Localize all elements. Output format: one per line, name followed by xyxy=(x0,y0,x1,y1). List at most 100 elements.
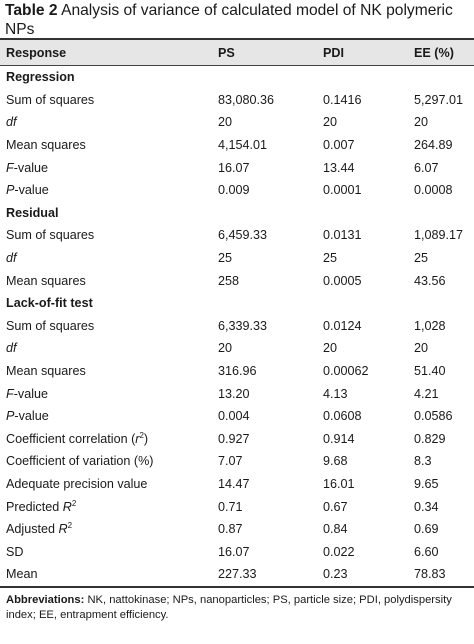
table-row: F-value 16.07 13.44 6.07 xyxy=(0,156,474,179)
row-label: P-value xyxy=(0,183,214,197)
cell-ps: 316.96 xyxy=(218,364,257,379)
table-row: Coefficient correlation (r2) 0.927 0.914… xyxy=(0,428,474,451)
cell-ee: 0.829 xyxy=(414,431,446,446)
row-label: F-value xyxy=(0,387,214,401)
cell-ee: 9.65 xyxy=(414,476,439,491)
row-label: Coefficient of variation (%) xyxy=(6,454,154,469)
row-label-rest: -value xyxy=(13,386,49,401)
cell-pdi: 0.022 xyxy=(323,544,355,559)
row-label-sup: 2 xyxy=(67,521,73,531)
cell-ee: 1,089.17 xyxy=(414,228,464,243)
cell-ee: 20 xyxy=(414,115,429,130)
row-label-rest: -value xyxy=(14,409,49,424)
section-lack-of-fit: Lack-of-fit test xyxy=(0,292,474,315)
cell-pdi: 25 xyxy=(323,251,338,266)
row-label-rest: -value xyxy=(14,183,49,198)
table-row: Mean squares 4,154.01 0.007 264.89 xyxy=(0,134,474,157)
footnote-label: Abbreviations: xyxy=(6,593,85,606)
row-label-var: R xyxy=(62,499,72,514)
cell-pdi: 0.0005 xyxy=(323,273,362,288)
cell-ps: 25 xyxy=(218,251,233,266)
table-body: Regression Sum of squares 83,080.36 0.14… xyxy=(0,66,474,586)
table-row: Predicted R2 0.71 0.67 0.34 xyxy=(0,495,474,518)
section-label: Residual xyxy=(6,205,59,220)
row-label: Adequate precision value xyxy=(6,476,148,491)
table-row: Adequate precision value 14.47 16.01 9.6… xyxy=(0,473,474,496)
row-label-italic: P xyxy=(6,409,15,424)
row-label: df xyxy=(6,251,17,266)
cell-pdi: 13.44 xyxy=(323,160,355,175)
table-row: df 20 20 20 xyxy=(0,337,474,360)
table-row: Sum of squares 6,339.33 0.0124 1,028 xyxy=(0,315,474,338)
table-row: Sum of squares 6,459.33 0.0131 1,089.17 xyxy=(0,224,474,247)
cell-ee: 51.40 xyxy=(414,364,446,379)
cell-ps: 0.87 xyxy=(218,522,243,537)
header-pdi: PDI xyxy=(323,45,344,60)
header-ee: EE (%) xyxy=(414,45,454,60)
table-row: Adjusted R2 0.87 0.84 0.69 xyxy=(0,518,474,541)
cell-ee: 6.07 xyxy=(414,160,439,175)
cell-pdi: 20 xyxy=(323,115,338,130)
cell-pdi: 0.1416 xyxy=(323,92,362,107)
row-label: df xyxy=(6,341,17,356)
cell-pdi: 0.0001 xyxy=(323,183,362,198)
cell-ps: 258 xyxy=(218,273,240,288)
row-label-pre: Adjusted xyxy=(6,522,59,537)
row-label-var: r xyxy=(135,431,140,446)
section-label: Regression xyxy=(6,70,75,85)
row-label: F-value xyxy=(0,161,214,175)
row-label-rest: -value xyxy=(13,160,49,175)
table-number: Table 2 xyxy=(5,2,58,19)
cell-ps: 13.20 xyxy=(218,386,250,401)
cell-ps: 14.47 xyxy=(218,476,250,491)
cell-pdi: 0.0124 xyxy=(323,318,362,333)
header-rule xyxy=(0,65,474,66)
cell-ps: 6,339.33 xyxy=(218,318,268,333)
footnote-text: NK, nattokinase; NPs, nanoparticles; PS,… xyxy=(6,593,452,622)
table-row: P-value 0.004 0.0608 0.0586 xyxy=(0,405,474,428)
table-row: Mean 227.33 0.23 78.83 xyxy=(0,563,474,586)
cell-ee: 0.0008 xyxy=(414,183,453,198)
cell-pdi: 0.84 xyxy=(323,522,348,537)
section-label: Lack-of-fit test xyxy=(6,296,93,311)
cell-ee: 5,297.01 xyxy=(414,92,464,107)
cell-ps: 4,154.01 xyxy=(218,138,268,153)
cell-ps: 16.07 xyxy=(218,544,250,559)
cell-ee: 8.3 xyxy=(414,454,432,469)
cell-ps: 0.004 xyxy=(218,409,250,424)
row-label: Mean squares xyxy=(6,138,86,153)
cell-pdi: 4.13 xyxy=(323,386,348,401)
table-row: df 20 20 20 xyxy=(0,111,474,134)
cell-ps: 7.07 xyxy=(218,454,243,469)
cell-ee: 43.56 xyxy=(414,273,446,288)
table-row: F-value 13.20 4.13 4.21 xyxy=(0,382,474,405)
cell-pdi: 0.0131 xyxy=(323,228,362,243)
row-label: Predicted R2 xyxy=(0,499,214,514)
cell-pdi: 9.68 xyxy=(323,454,348,469)
row-label: df xyxy=(6,115,17,130)
section-regression: Regression xyxy=(0,66,474,89)
row-label: Sum of squares xyxy=(6,318,95,333)
cell-ps: 20 xyxy=(218,341,233,356)
cell-pdi: 16.01 xyxy=(323,476,355,491)
cell-ee: 0.69 xyxy=(414,522,439,537)
cell-pdi: 0.00062 xyxy=(323,364,369,379)
row-label: Coefficient correlation (r2) xyxy=(0,431,214,446)
cell-pdi: 0.23 xyxy=(323,567,348,582)
top-rule xyxy=(0,38,474,40)
cell-ee: 0.0586 xyxy=(414,409,453,424)
row-label: Sum of squares xyxy=(6,228,95,243)
table-title: Analysis of variance of calculated model… xyxy=(5,2,453,38)
table-footnote: Abbreviations: NK, nattokinase; NPs, nan… xyxy=(0,588,474,624)
row-label: Mean squares xyxy=(6,273,86,288)
row-label-italic: F xyxy=(6,386,14,401)
cell-ps: 83,080.36 xyxy=(218,92,275,107)
table-row: SD 16.07 0.022 6.60 xyxy=(0,540,474,563)
row-label-pre: Coefficient correlation ( xyxy=(6,431,136,446)
section-residual: Residual xyxy=(0,202,474,225)
row-label: P-value xyxy=(0,409,214,423)
cell-ee: 25 xyxy=(414,251,429,266)
cell-pdi: 0.0608 xyxy=(323,409,362,424)
row-label-italic: F xyxy=(6,160,14,175)
cell-ee: 78.83 xyxy=(414,567,446,582)
